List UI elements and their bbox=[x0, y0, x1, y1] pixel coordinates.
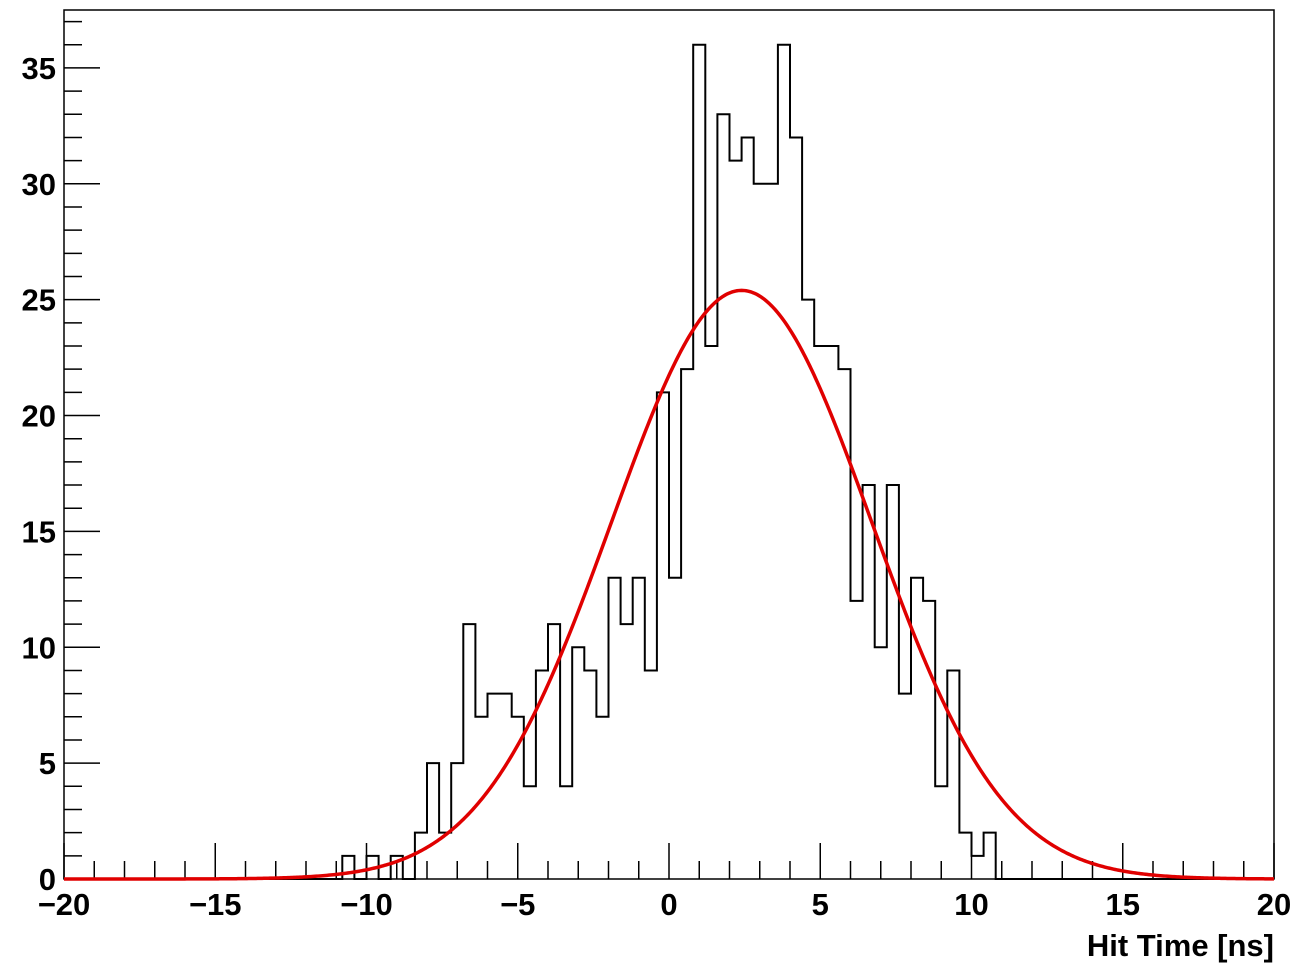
x-tick-label: 0 bbox=[660, 887, 677, 922]
y-tick-label: 35 bbox=[22, 51, 56, 86]
y-tick-label: 10 bbox=[22, 630, 56, 665]
histogram-series bbox=[64, 43, 1274, 880]
y-tick-labels: 0 5 10 15 20 25 30 35 bbox=[22, 51, 56, 897]
x-tick-label: −15 bbox=[189, 887, 242, 922]
x-tick-labels: −20 −15 −10 −5 0 5 10 15 20 bbox=[38, 887, 1292, 922]
y-tick-label: 5 bbox=[39, 746, 56, 781]
y-tick-label: 0 bbox=[39, 862, 56, 897]
x-tick-label: 5 bbox=[812, 887, 829, 922]
axis-ticks bbox=[63, 20, 1275, 880]
x-tick-label: 15 bbox=[1106, 887, 1140, 922]
y-tick-label: 20 bbox=[22, 399, 56, 434]
x-tick-label: 10 bbox=[954, 887, 988, 922]
x-tick-label: −20 bbox=[38, 887, 91, 922]
gaussian-fit-curve bbox=[64, 288, 1274, 881]
x-tick-label: 20 bbox=[1257, 887, 1291, 922]
x-tick-label: −10 bbox=[340, 887, 393, 922]
x-tick-label: −5 bbox=[500, 887, 535, 922]
y-tick-label: 30 bbox=[22, 167, 56, 202]
y-tick-label: 25 bbox=[22, 283, 56, 318]
y-tick-label: 15 bbox=[22, 514, 56, 549]
x-axis-title: Hit Time [ns] bbox=[1087, 928, 1274, 963]
